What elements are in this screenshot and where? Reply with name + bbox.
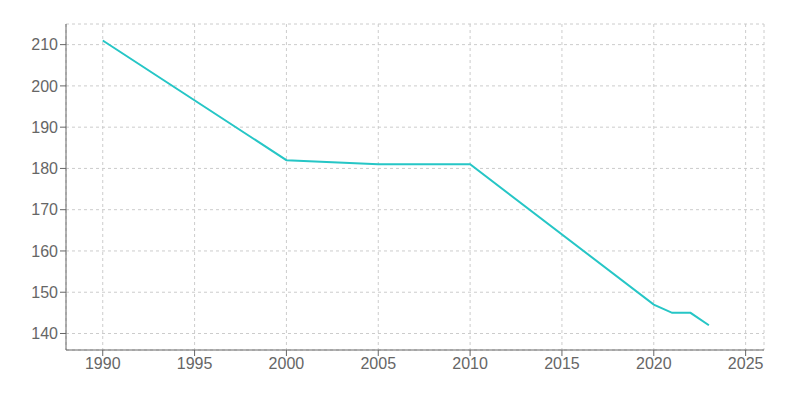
svg-text:150: 150 [31,284,58,301]
svg-text:2005: 2005 [360,355,396,372]
svg-text:1990: 1990 [85,355,121,372]
svg-text:2010: 2010 [452,355,488,372]
svg-text:1995: 1995 [177,355,213,372]
svg-text:190: 190 [31,119,58,136]
svg-text:180: 180 [31,160,58,177]
svg-text:2025: 2025 [728,355,764,372]
svg-text:170: 170 [31,201,58,218]
svg-text:210: 210 [31,36,58,53]
svg-text:2000: 2000 [269,355,305,372]
svg-text:200: 200 [31,78,58,95]
svg-text:2020: 2020 [636,355,672,372]
svg-text:2015: 2015 [544,355,580,372]
svg-text:140: 140 [31,325,58,342]
svg-text:160: 160 [31,243,58,260]
